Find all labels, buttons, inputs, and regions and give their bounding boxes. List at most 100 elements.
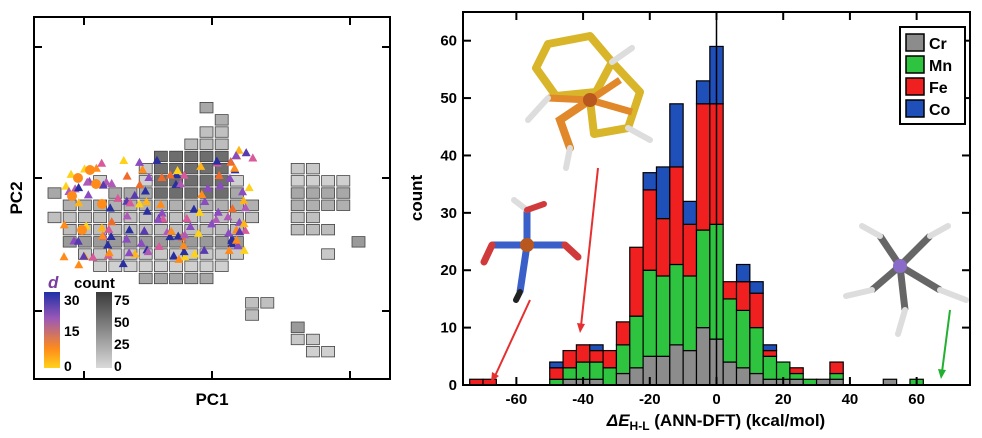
pca-point: [97, 158, 107, 167]
pca-point: [59, 252, 69, 261]
pca-point: [224, 228, 234, 237]
histogram-y-tick-label: 40: [440, 147, 457, 164]
pca-point: [214, 170, 224, 180]
pca-point: [74, 260, 84, 269]
histogram-x-tick-label: -20: [639, 391, 661, 408]
pca-point: [122, 211, 132, 220]
histogram-bar-fe: [722, 281, 738, 300]
pca-grid-cell: [290, 223, 305, 236]
pca-grid-cell: [62, 223, 77, 236]
pca-point: [152, 155, 162, 164]
pca-x-axis-title: PC1: [195, 390, 228, 409]
pca-grid-cell: [184, 150, 199, 163]
colorbar-count-tick-75: 75: [114, 292, 130, 308]
pca-grid-cell: [108, 211, 123, 224]
pca-point: [88, 252, 98, 261]
pca-point: [106, 231, 116, 241]
pca-point: [124, 225, 134, 234]
histogram-bar-fe: [789, 367, 804, 375]
pca-grid-cell: [138, 260, 153, 272]
histogram-bar-fe: [629, 246, 644, 317]
pca-point: [240, 225, 250, 234]
legend-label-cr: Cr: [929, 36, 947, 53]
histogram-bar-mn: [562, 367, 578, 380]
legend-label-fe: Fe: [929, 80, 948, 97]
histogram-x-tick-label: 40: [842, 391, 859, 408]
histogram-bar-cr: [615, 372, 631, 386]
pca-point: [118, 258, 128, 268]
pca-point: [82, 177, 92, 186]
pca-grid-cell: [153, 260, 168, 272]
pca-point: [104, 224, 114, 233]
histogram-bar-co: [762, 344, 778, 352]
histogram-axes: -60 -40 -20 0 20 40 60 0 10 20 30 40 50 60: [440, 11, 971, 408]
histogram-bar-fe: [749, 292, 764, 329]
histogram-bars: [469, 45, 924, 386]
histogram-bar-co: [655, 166, 671, 220]
pca-point: [182, 213, 192, 222]
pca-point: [165, 232, 175, 241]
pca-point: [180, 230, 190, 239]
pca-grid-cell: [78, 211, 92, 224]
histogram-bar-fe: [642, 189, 658, 271]
pca-point: [61, 181, 71, 190]
histogram-bar-cr: [655, 355, 671, 386]
pca-grid-cell: [290, 321, 305, 333]
pca-grid-cell: [321, 187, 336, 199]
pca-grid-cell: [305, 211, 320, 224]
histogram-y-tick-label: 30: [440, 205, 457, 222]
pca-point: [124, 248, 134, 257]
pca-point: [197, 189, 207, 198]
legend-swatch-cr: [905, 33, 925, 52]
pca-point: [138, 165, 148, 174]
histogram-x-tick-label: 20: [775, 391, 792, 408]
pca-grid-cells: [47, 102, 366, 358]
histogram-bar-fe: [602, 349, 618, 369]
pca-point: [239, 245, 249, 254]
pca-point: [157, 172, 167, 181]
histogram-bar-co: [549, 361, 564, 369]
pca-point: [235, 227, 245, 236]
histogram-bar-mn: [629, 315, 644, 369]
pca-grid-cell: [199, 211, 214, 224]
molecule-mn-complex-illustration: [843, 223, 969, 337]
pca-point: [231, 151, 241, 160]
pca-grid-cell: [214, 126, 229, 138]
pca-point: [66, 169, 76, 178]
x-title-subscript: H-L: [630, 419, 650, 433]
legend: Cr Mn Fe Co: [899, 26, 966, 125]
pca-grid-cell: [153, 187, 168, 199]
pca-grid-cell: [214, 162, 229, 175]
pca-grid-cell: [321, 345, 336, 358]
pca-grid-cell: [184, 175, 199, 187]
histogram-y-tick-label: 0: [449, 377, 457, 394]
histogram-bar-co: [669, 103, 684, 168]
pca-point: [179, 240, 189, 249]
histogram-y-tick-label: 10: [440, 320, 457, 337]
histogram-bar-co: [589, 344, 604, 352]
pca-point: [203, 183, 213, 192]
pca-point: [157, 208, 167, 217]
histogram-bar-fe: [669, 166, 684, 266]
pca-point: [83, 190, 93, 199]
pca-grid-cell: [199, 223, 214, 236]
pca-point: [79, 251, 89, 260]
histogram-y-tick-label: 60: [440, 33, 457, 50]
pca-grid-cell: [93, 260, 107, 272]
histogram-bar-fe: [735, 281, 751, 312]
pca-point: [194, 228, 204, 237]
colorbar-count-tick-0: 0: [114, 358, 122, 374]
pca-point: [228, 204, 238, 213]
histogram-bar-mn: [829, 372, 844, 380]
pca-grid-cell: [305, 345, 320, 358]
pca-point: [230, 163, 240, 172]
histogram-bar-co: [695, 80, 711, 105]
pca-triangle-points: [59, 145, 258, 269]
pca-point: [113, 193, 123, 202]
colorbar-d-tick-15: 15: [64, 323, 80, 339]
pca-point: [142, 206, 152, 215]
pca-grid-cell: [199, 138, 214, 150]
histogram-bar-cr: [722, 361, 738, 386]
pca-point: [169, 251, 179, 260]
histogram-bar-mn: [749, 327, 764, 375]
